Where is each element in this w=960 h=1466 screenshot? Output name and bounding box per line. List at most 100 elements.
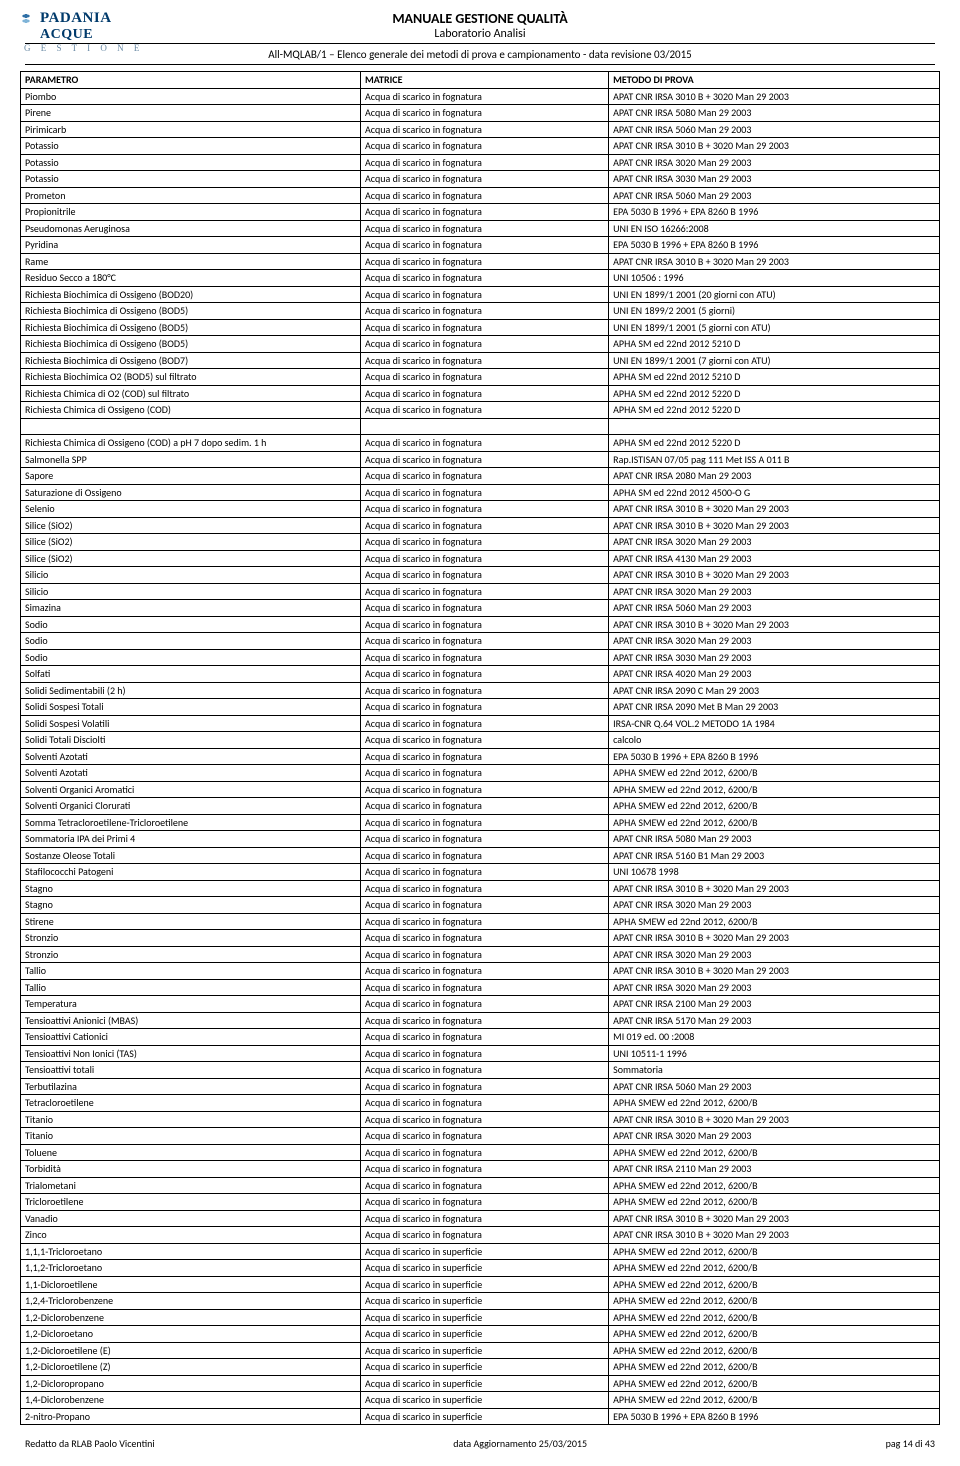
cell-metodo: APAT CNR IRSA 2090 Met B Man 29 2003 — [609, 699, 940, 716]
cell-matrice: Acqua di scarico in fognatura — [361, 336, 609, 353]
doc-code-line: All-MQLAB/1 – Elenco generale dei metodi… — [25, 48, 935, 65]
cell-parametro: 1,1-Dicloroetilene — [21, 1276, 361, 1293]
cell-parametro: Tensioattivi Anionici (MBAS) — [21, 1012, 361, 1029]
cell-parametro: Solidi Sospesi Volatili — [21, 715, 361, 732]
table-row: TerbutilazinaAcqua di scarico in fognatu… — [21, 1078, 940, 1095]
cell-matrice: Acqua di scarico in fognatura — [361, 1029, 609, 1046]
cell-metodo: UNI EN ISO 16266:2008 — [609, 220, 940, 237]
cell-matrice: Acqua di scarico in superficie — [361, 1276, 609, 1293]
cell-matrice: Acqua di scarico in superficie — [361, 1309, 609, 1326]
cell-metodo: APHA SMEW ed 22nd 2012, 6200/B — [609, 913, 940, 930]
cell-matrice: Acqua di scarico in fognatura — [361, 1095, 609, 1112]
table-row: Solventi AzotatiAcqua di scarico in fogn… — [21, 748, 940, 765]
cell-matrice: Acqua di scarico in fognatura — [361, 1078, 609, 1095]
table-row: 1,2-DicloroetanoAcqua di scarico in supe… — [21, 1326, 940, 1343]
cell-metodo: APHA SMEW ed 22nd 2012, 6200/B — [609, 798, 940, 815]
table-row: PotassioAcqua di scarico in fognaturaAPA… — [21, 154, 940, 171]
cell-metodo: APAT CNR IRSA 3010 B + 3020 Man 29 2003 — [609, 930, 940, 947]
table-row: SilicioAcqua di scarico in fognaturaAPAT… — [21, 583, 940, 600]
cell-matrice: Acqua di scarico in fognatura — [361, 1062, 609, 1079]
cell-matrice: Acqua di scarico in fognatura — [361, 187, 609, 204]
methods-table: PARAMETROMATRICEMETODO DI PROVA PiomboAc… — [20, 71, 940, 1425]
cell-matrice: Acqua di scarico in fognatura — [361, 748, 609, 765]
cell-matrice: Acqua di scarico in fognatura — [361, 468, 609, 485]
table-row: Salmonella SPPAcqua di scarico in fognat… — [21, 451, 940, 468]
cell-parametro: 2-nitro-Propano — [21, 1408, 361, 1425]
table-row: Tensioattivi Anionici (MBAS)Acqua di sca… — [21, 1012, 940, 1029]
cell-parametro: Silice (SiO2) — [21, 517, 361, 534]
table-row: Stafilococchi PatogeniAcqua di scarico i… — [21, 864, 940, 881]
cell-parametro: 1,2-Dicloroetilene (Z) — [21, 1359, 361, 1376]
cell-parametro: Tetracloroetilene — [21, 1095, 361, 1112]
table-row: Solidi Sospesi VolatiliAcqua di scarico … — [21, 715, 940, 732]
cell-matrice: Acqua di scarico in fognatura — [361, 963, 609, 980]
cell-parametro: Potassio — [21, 171, 361, 188]
spacer-row — [21, 418, 940, 435]
cell-parametro: Solidi Sedimentabili (2 h) — [21, 682, 361, 699]
footer-left: Redatto da RLAB Paolo Vicentini — [25, 1437, 155, 1450]
logo-line2: ACQUE — [20, 27, 143, 43]
cell-matrice: Acqua di scarico in fognatura — [361, 567, 609, 584]
cell-matrice: Acqua di scarico in fognatura — [361, 154, 609, 171]
table-row: Richiesta Biochimica di Ossigeno (BOD7)A… — [21, 352, 940, 369]
cell-metodo: UNI 10678 1998 — [609, 864, 940, 881]
cell-parametro: Tensioattivi Cationici — [21, 1029, 361, 1046]
table-row: Tensioattivi totaliAcqua di scarico in f… — [21, 1062, 940, 1079]
cell-matrice: Acqua di scarico in fognatura — [361, 864, 609, 881]
cell-matrice: Acqua di scarico in fognatura — [361, 121, 609, 138]
cell-parametro: Stagno — [21, 897, 361, 914]
cell-matrice: Acqua di scarico in fognatura — [361, 682, 609, 699]
table-row: TallioAcqua di scarico in fognaturaAPAT … — [21, 979, 940, 996]
table-row: SodioAcqua di scarico in fognaturaAPAT C… — [21, 649, 940, 666]
cell-parametro: Rame — [21, 253, 361, 270]
table-row: PireneAcqua di scarico in fognaturaAPAT … — [21, 105, 940, 122]
cell-metodo: APHA SMEW ed 22nd 2012, 6200/B — [609, 1095, 940, 1112]
table-row: Saturazione di OssigenoAcqua di scarico … — [21, 484, 940, 501]
table-row: SolfatiAcqua di scarico in fognaturaAPAT… — [21, 666, 940, 683]
cell-parametro: 1,2,4-Triclorobenzene — [21, 1293, 361, 1310]
cell-metodo: IRSA-CNR Q.64 VOL.2 METODO 1A 1984 — [609, 715, 940, 732]
cell-matrice: Acqua di scarico in superficie — [361, 1243, 609, 1260]
title-block: MANUALE GESTIONE QUALITÀ Laboratorio Ana… — [20, 10, 940, 41]
cell-metodo: APHA SMEW ed 22nd 2012, 6200/B — [609, 1309, 940, 1326]
cell-metodo: APHA SMEW ed 22nd 2012, 6200/B — [609, 1392, 940, 1409]
cell-matrice: Acqua di scarico in fognatura — [361, 1177, 609, 1194]
cell-parametro: Pirene — [21, 105, 361, 122]
cell-metodo: EPA 5030 B 1996 + EPA 8260 B 1996 — [609, 237, 940, 254]
cell-metodo: APAT CNR IRSA 3010 B + 3020 Man 29 2003 — [609, 1210, 940, 1227]
table-row: Solventi Organici CloruratiAcqua di scar… — [21, 798, 940, 815]
cell-matrice: Acqua di scarico in fognatura — [361, 105, 609, 122]
cell-matrice: Acqua di scarico in superficie — [361, 1342, 609, 1359]
cell-matrice: Acqua di scarico in fognatura — [361, 1210, 609, 1227]
cell-metodo: APAT CNR IRSA 3020 Man 29 2003 — [609, 897, 940, 914]
cell-metodo: APAT CNR IRSA 4020 Man 29 2003 — [609, 666, 940, 683]
cell-parametro: Silice (SiO2) — [21, 550, 361, 567]
cell-metodo: APAT CNR IRSA 5080 Man 29 2003 — [609, 105, 940, 122]
table-row: Richiesta Biochimica di Ossigeno (BOD5)A… — [21, 319, 940, 336]
cell-metodo: APAT CNR IRSA 5160 B1 Man 29 2003 — [609, 847, 940, 864]
cell-parametro: Silicio — [21, 583, 361, 600]
cell-matrice: Acqua di scarico in fognatura — [361, 402, 609, 419]
cell-metodo: UNI EN 1899/1 2001 (20 giorni con ATU) — [609, 286, 940, 303]
cell-matrice: Acqua di scarico in fognatura — [361, 798, 609, 815]
cell-metodo: APAT CNR IRSA 3030 Man 29 2003 — [609, 171, 940, 188]
table-row: PirimicarbAcqua di scarico in fognaturaA… — [21, 121, 940, 138]
cell-metodo: APHA SM ed 22nd 2012 5210 D — [609, 336, 940, 353]
cell-metodo: APHA SMEW ed 22nd 2012, 6200/B — [609, 1375, 940, 1392]
cell-metodo: APHA SM ed 22nd 2012 5220 D — [609, 435, 940, 452]
cell-metodo: APHA SMEW ed 22nd 2012, 6200/B — [609, 1326, 940, 1343]
cell-matrice: Acqua di scarico in fognatura — [361, 1045, 609, 1062]
cell-metodo: APAT CNR IRSA 3020 Man 29 2003 — [609, 154, 940, 171]
table-row: ZincoAcqua di scarico in fognaturaAPAT C… — [21, 1227, 940, 1244]
cell-metodo: APAT CNR IRSA 3020 Man 29 2003 — [609, 979, 940, 996]
cell-metodo: APHA SM ed 22nd 2012 5210 D — [609, 369, 940, 386]
table-row: TallioAcqua di scarico in fognaturaAPAT … — [21, 963, 940, 980]
table-row: 1,2-Dicloroetilene (Z)Acqua di scarico i… — [21, 1359, 940, 1376]
cell-metodo: APHA SMEW ed 22nd 2012, 6200/B — [609, 1276, 940, 1293]
cell-matrice: Acqua di scarico in superficie — [361, 1408, 609, 1425]
cell-metodo: EPA 5030 B 1996 + EPA 8260 B 1996 — [609, 748, 940, 765]
cell-matrice: Acqua di scarico in fognatura — [361, 270, 609, 287]
cell-matrice: Acqua di scarico in fognatura — [361, 385, 609, 402]
cell-matrice: Acqua di scarico in fognatura — [361, 88, 609, 105]
cell-matrice: Acqua di scarico in fognatura — [361, 484, 609, 501]
